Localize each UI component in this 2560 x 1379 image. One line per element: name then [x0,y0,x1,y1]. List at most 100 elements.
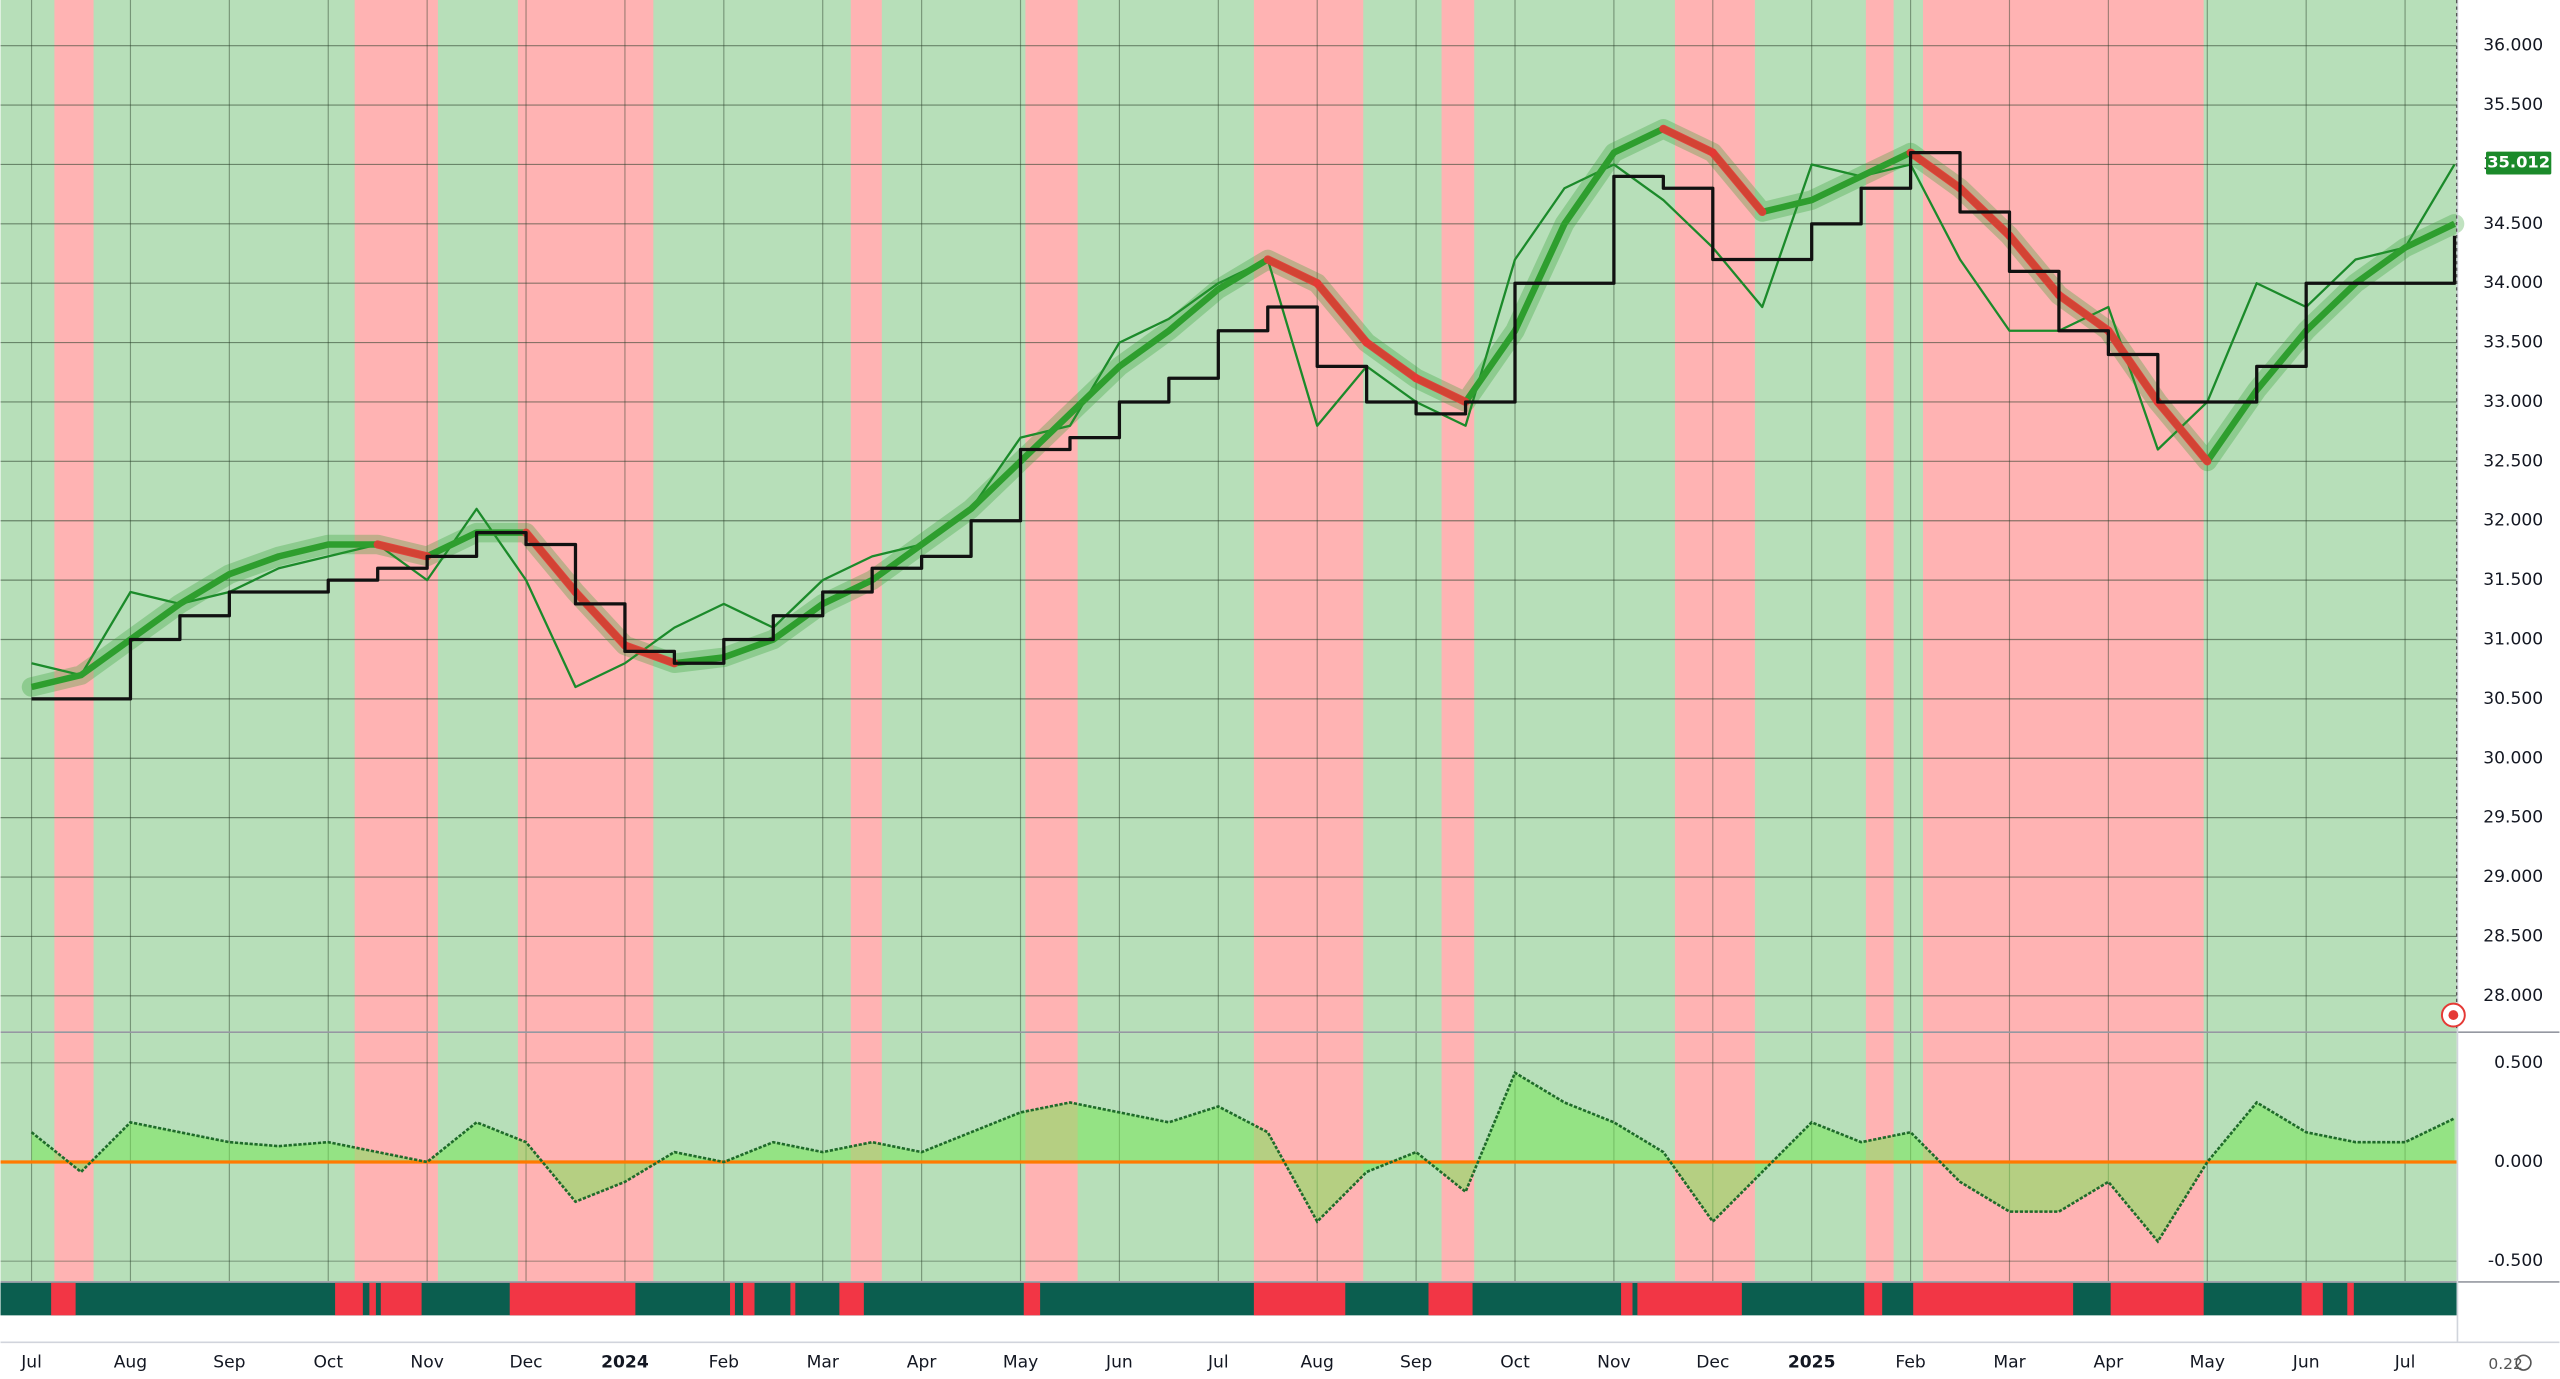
alert-icon-dot [2448,1010,2459,1020]
strip-base [0,1282,2457,1316]
strip-segment [509,1282,636,1316]
strip-segment [369,1282,376,1316]
x-tick-label: Jul [2394,1353,2416,1373]
bottom-axis-label: 0.22 [2488,1355,2523,1373]
x-tick-label: May [2190,1353,2225,1373]
x-tick-label: Apr [2094,1353,2125,1373]
trend-falling-segment [2104,326,2162,407]
y-tick-label: 31.500 [2483,570,2543,590]
trend-falling-segment [1263,255,1322,288]
y-tick-label: 29.500 [2483,808,2543,828]
trend-falling-segment [1906,148,1965,193]
trend-falling-segment [373,540,432,561]
x-tick-label: Aug [114,1353,147,1373]
y2-tick-label: 0.000 [2494,1152,2543,1172]
trend-falling-segment [1412,374,1470,407]
strip-segment [790,1282,796,1316]
strip-segment [335,1282,363,1316]
x-tick-label: Jul [1207,1353,1229,1373]
bear-zone [850,0,882,1282]
strip-segment [730,1282,735,1316]
y-tick-label: 32.500 [2483,451,2543,471]
stop-line [31,150,2457,701]
oscillator-line [30,1070,2456,1244]
y-tick-label: 33.500 [2483,333,2543,353]
y-tick-label: 35.500 [2483,95,2543,115]
y-tick-label: 28.000 [2483,986,2543,1006]
x-tick-label: Dec [509,1353,542,1373]
trend-falling-segment [620,641,679,668]
x-tick-label: Jul [20,1353,42,1373]
bear-zone [1253,0,1364,1282]
grid [0,0,2457,1282]
strip-segment [1913,1282,2074,1316]
settings-icon[interactable] [2515,1354,2532,1371]
trend-falling-segment [521,528,580,597]
y-tick-label: 30.000 [2483,748,2543,768]
bear-zone [1025,0,1078,1282]
x-tick-label: Oct [313,1353,343,1373]
y-tick-label: 31.000 [2483,629,2543,649]
trend-falling-segment [2153,397,2212,466]
y-tick-label: 32.000 [2483,511,2543,531]
y-tick-label: 36.000 [2483,36,2543,56]
x-tick-label: Mar [1993,1353,2026,1373]
strip-segment [2301,1282,2323,1316]
bear-zone [1674,0,1755,1282]
strip-segment [1864,1282,1883,1316]
strip-segment [1253,1282,1346,1316]
strip-segment [1637,1282,1742,1316]
x-tick-label: Feb [709,1353,739,1373]
last-price-label: 35.012 [2487,153,2550,172]
trend-falling-segment [1313,279,1371,347]
bear-zone [354,0,438,1282]
trend-falling-segment [1708,148,1767,217]
bear-zone [1865,0,1894,1282]
x-tick-label: Jun [2292,1353,2320,1373]
y-tick-label: 34.500 [2483,214,2543,234]
strip-segment [1621,1282,1633,1316]
main-panel-background [0,0,2457,1282]
labels: 28.000 28.500 29.000 29.500 30.000 30.500 31.0… [20,36,2552,1373]
trend-falling-segment [571,587,630,650]
x-tick-label: Aug [1300,1353,1333,1373]
y-tick-label: 30.500 [2483,689,2543,709]
oscillator-area [31,1072,2455,1242]
regime-strip [0,1282,2457,1316]
strip-segment [380,1282,422,1316]
strip-segment [2347,1282,2354,1316]
y-tick-label: 34.000 [2483,273,2543,293]
strip-segment [1023,1282,1041,1316]
y-tick-label: 33.000 [2483,392,2543,412]
x-tick-label: 2025 [1788,1353,1836,1373]
y2-tick-label: 0.500 [2494,1053,2543,1073]
strip-segment [839,1282,864,1316]
bear-zone [517,0,654,1282]
x-tick-label: Mar [807,1353,840,1373]
x-tick-label: Sep [213,1353,245,1373]
trend-falling-segment [1362,338,1421,383]
x-tick-label: Nov [410,1353,443,1373]
x-tick-label: Sep [1400,1353,1432,1373]
bear-zones [54,0,2204,1282]
x-tick-label: Dec [1696,1353,1729,1373]
y-tick-label: 28.500 [2483,926,2543,946]
x-tick-label: Feb [1895,1353,1925,1373]
y2-tick-label: -0.500 [2488,1251,2543,1271]
strip-segment [743,1282,755,1316]
last-price-tag [2486,151,2552,175]
x-tick-label: May [1003,1353,1038,1373]
trend-falling-segment [1659,124,1717,157]
strip-segment [2110,1282,2204,1316]
strip-segment [1428,1282,1473,1316]
marks [0,119,2465,1244]
x-tick-label: Nov [1597,1353,1630,1373]
bear-zone [1441,0,1475,1282]
trend-falling-segment [2054,291,2113,335]
bear-zone [54,0,94,1282]
x-tick-label: Jun [1105,1353,1133,1373]
strip-segment [51,1282,76,1316]
x-tick-label: 2024 [601,1353,649,1373]
trend-falling-segment [2005,231,2064,300]
